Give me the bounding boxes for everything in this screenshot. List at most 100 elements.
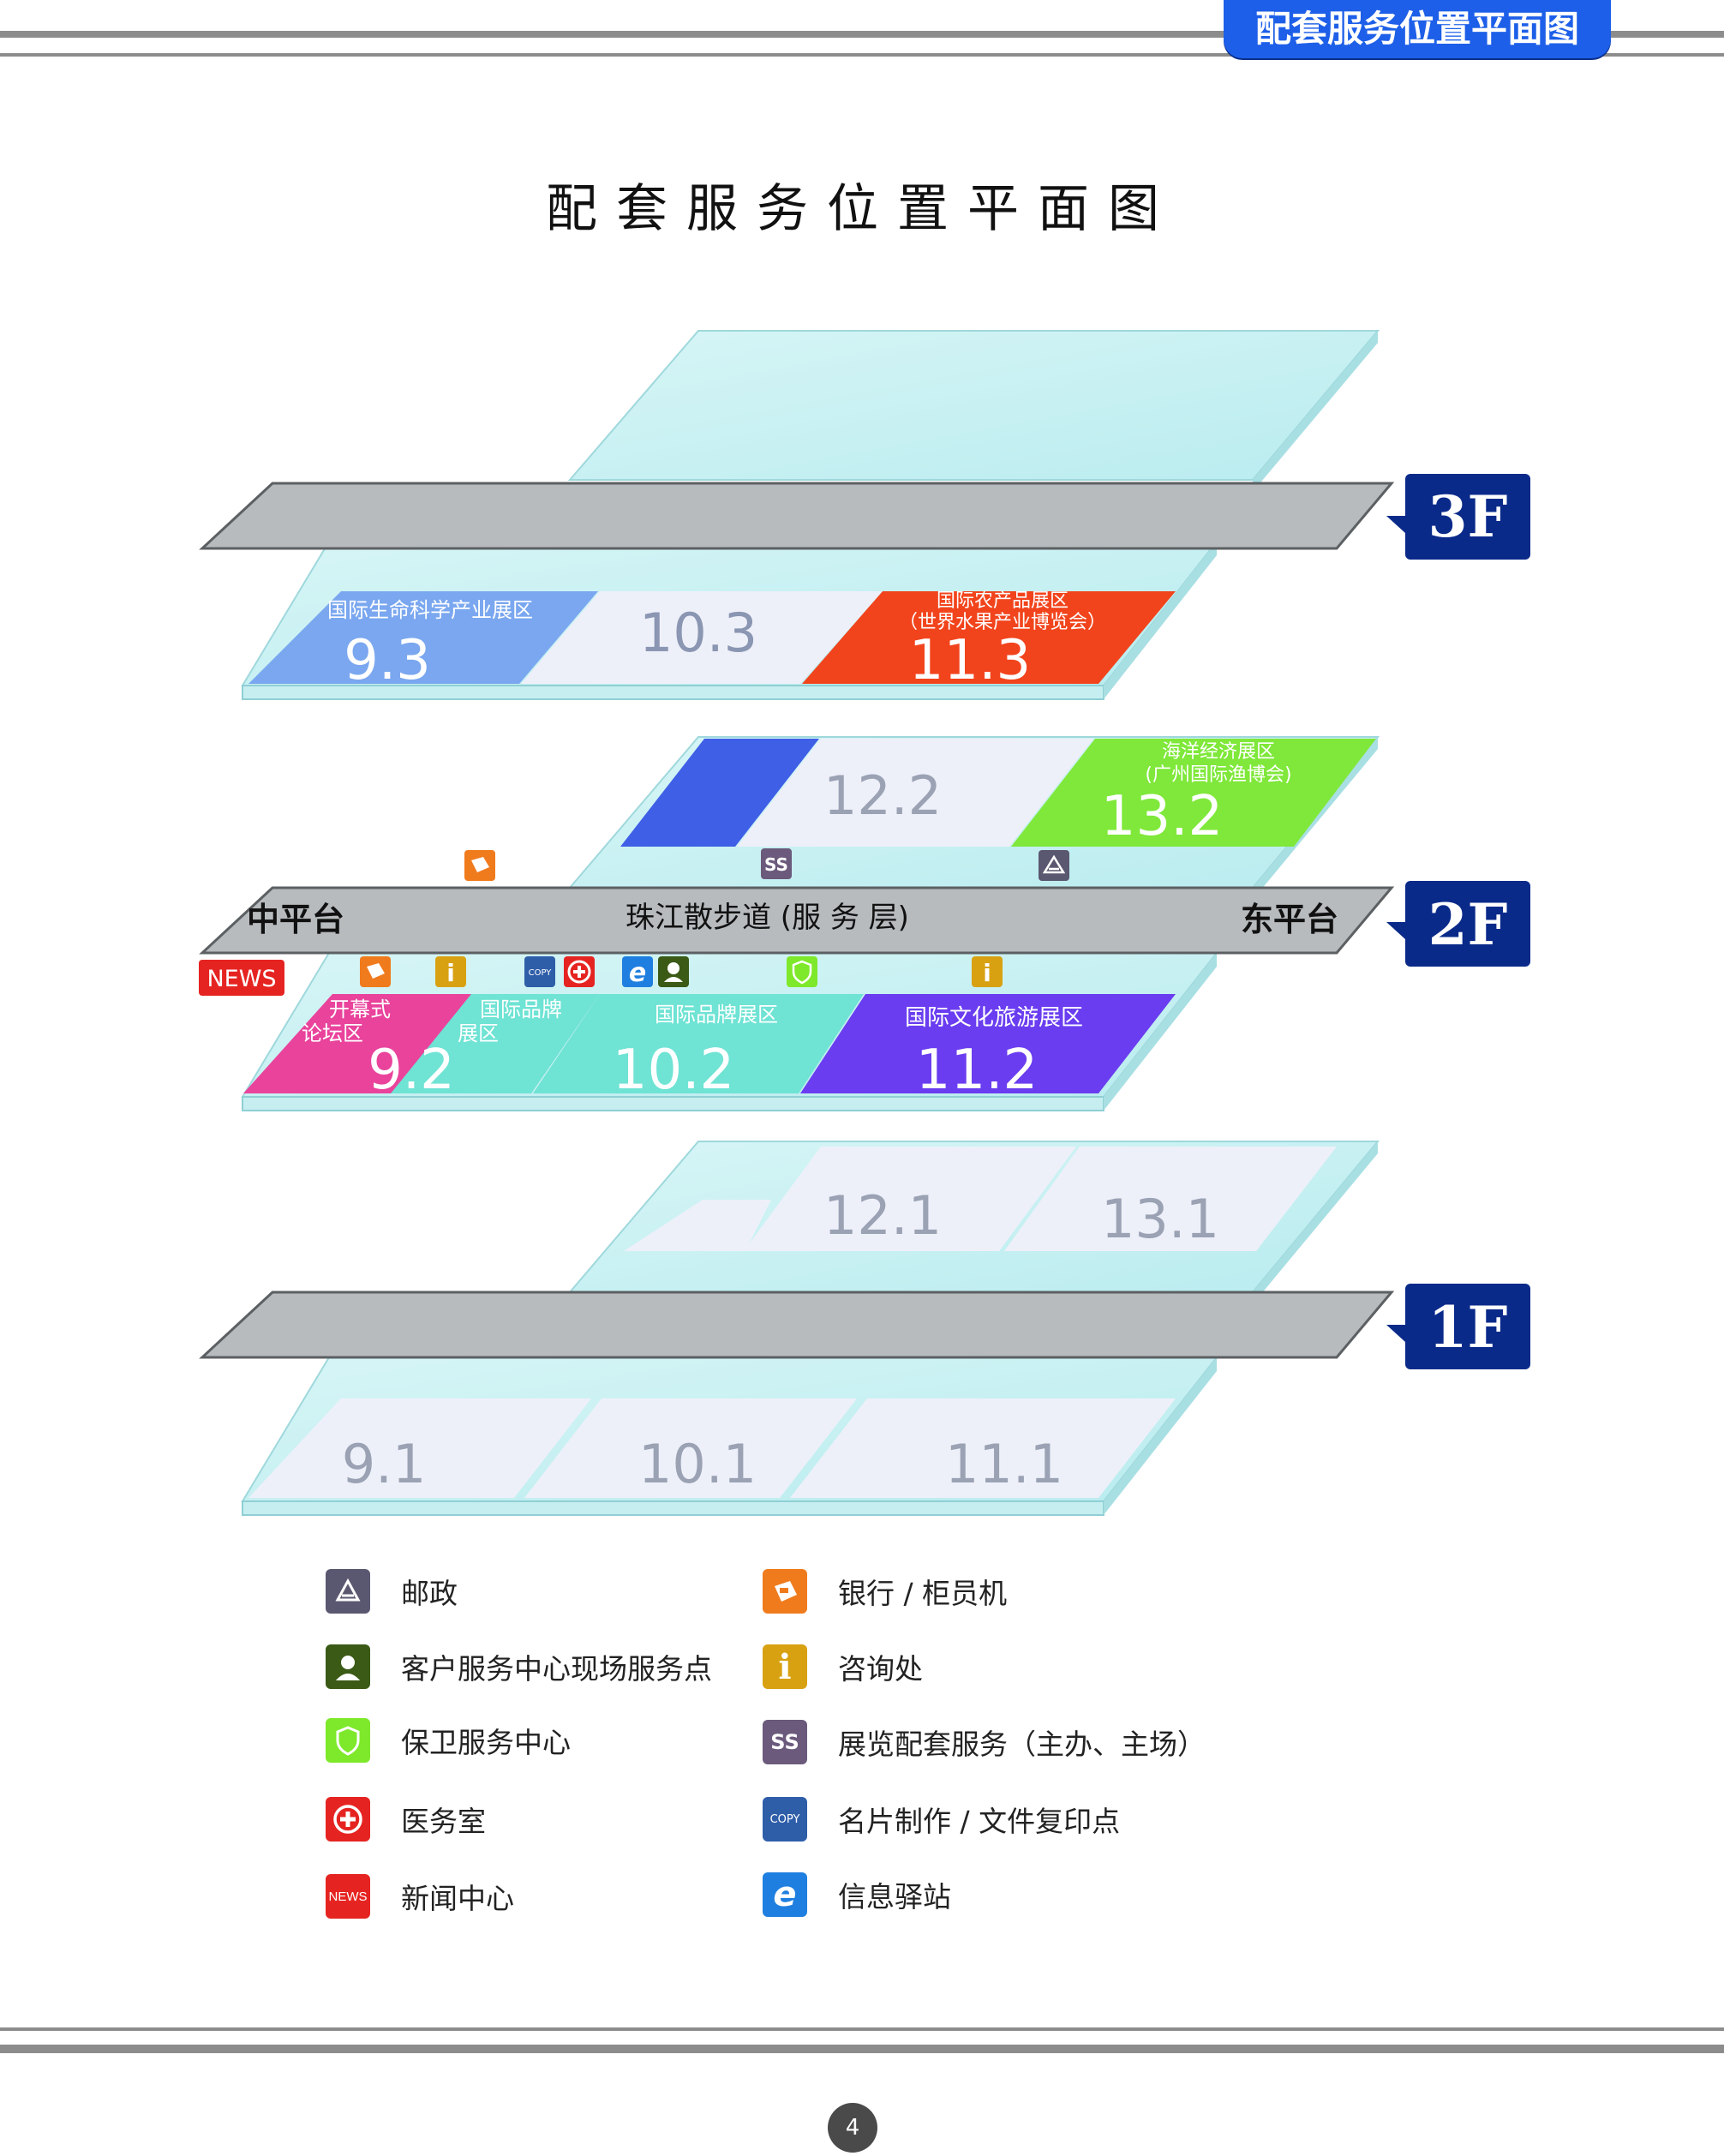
hall-11-3-label-2: （世界水果产业博览会） <box>899 612 1106 633</box>
hall-10-3-number: 10.3 <box>639 602 757 664</box>
floor-1f: 1F 12.1 13.1 9.1 10.1 11.1 <box>199 1141 1530 1516</box>
zone-brand-small <box>391 994 600 1093</box>
badge-2f-label: 2F <box>1428 891 1508 958</box>
brand-small-label-1: 国际品牌 <box>480 997 562 1021</box>
badge-3f-box <box>1405 474 1530 560</box>
3f-walkway <box>199 482 1395 550</box>
page-number: 4 <box>828 2103 877 2153</box>
marker-security-shield-icon <box>787 956 817 987</box>
hall-9-2-number: 9.2 <box>368 1039 455 1102</box>
marker-bank-atm-icon-2 <box>360 956 391 987</box>
badge-3f: 3F <box>1386 474 1530 560</box>
badge-1f: 1F <box>1386 1284 1530 1369</box>
legend-item-info: i 咨询处 <box>763 1644 923 1690</box>
legend-label-customer-service: 客户服务中心现场服务点 <box>401 1652 712 1686</box>
floor-plan-diagram: 3F 国际生命科学产业展区 9.3 10.3 国际农产品展区 （世界水果产业博览… <box>199 330 1530 1516</box>
hall-10-1-number: 10.1 <box>638 1433 757 1495</box>
marker-news-label: NEWS <box>207 966 276 992</box>
marker-info-glyph: i <box>446 959 455 987</box>
3f-back-slab <box>567 330 1380 481</box>
legend-item-info-station: e 信息驿站 <box>763 1872 951 1918</box>
news-icon: NEWS <box>326 1874 370 1919</box>
hall-13-2 <box>1011 739 1376 847</box>
legend-label-info: 咨询处 <box>838 1652 923 1686</box>
marker-info-bg <box>435 956 466 987</box>
marker-exhibition-service-icon: SS <box>761 848 792 879</box>
hall-9-1 <box>248 1398 591 1498</box>
hall-13-1-number: 13.1 <box>1101 1188 1219 1250</box>
marker-medical-cross <box>573 966 585 978</box>
legend-label-news: 新闻中心 <box>401 1882 514 1915</box>
bank-atm-icon <box>763 1569 807 1614</box>
hall-11-2 <box>800 994 1176 1093</box>
marker-cs-body <box>664 977 683 982</box>
legend-label-security: 保卫服务中心 <box>401 1726 571 1759</box>
copy-print-glyph: COPY <box>769 1812 800 1826</box>
hall-10-2-number: 10.2 <box>613 1039 735 1102</box>
info-station-icon: e <box>763 1872 807 1917</box>
hall-12-2 <box>737 739 1093 847</box>
post-icon <box>326 1569 370 1614</box>
marker-bank-atm-icon <box>464 850 495 881</box>
badge-2f: 2F <box>1386 881 1530 967</box>
hall-11-2-number: 11.2 <box>916 1039 1039 1102</box>
customer-service-icon <box>326 1644 370 1689</box>
hall-11-3-label-1: 国际农产品展区 <box>937 590 1069 612</box>
bottom-rule <box>0 2045 1724 2053</box>
floor-2f: 2F 中平台 珠江散步道 (服 务 层) 东平台 12.2 海洋经济展区 (广州… <box>199 736 1530 1111</box>
legend-label-exhibition-service: 展览配套服务（主办、主场） <box>838 1728 1206 1761</box>
brand-small-label-2: 展区 <box>458 1021 499 1045</box>
hall-12-1 <box>744 1147 1076 1251</box>
marker-cs-head <box>667 962 679 974</box>
hall-9-1-number: 9.1 <box>342 1433 427 1495</box>
top-rule-thin <box>0 53 1724 57</box>
hall-9-3-number: 9.3 <box>344 629 431 692</box>
marker-customer-service-icon <box>658 956 689 987</box>
badge-1f-label: 1F <box>1428 1294 1508 1361</box>
1f-front-slab-side <box>1104 1357 1217 1515</box>
3f-front-slab-side <box>1104 542 1217 699</box>
marker-info-icon-2: i <box>972 956 1003 987</box>
legend-item-news: NEWS 新闻中心 <box>326 1873 514 1919</box>
platform-right-label: 东平台 <box>1241 901 1338 938</box>
hall-13-1 <box>1004 1147 1337 1251</box>
forum-label-1: 开幕式 <box>329 997 391 1021</box>
hall-10-1 <box>524 1398 857 1498</box>
marker-post-icon <box>1039 850 1069 881</box>
marker-infostation-glyph: e <box>629 958 646 988</box>
hall-11-2-label: 国际文化旅游展区 <box>905 1005 1083 1031</box>
bottom-rule-thin <box>0 2027 1724 2031</box>
badge-2f-pointer <box>1386 922 1405 939</box>
hall-13-2-number: 13.2 <box>1101 785 1224 848</box>
hall-11-1 <box>790 1398 1176 1498</box>
security-shield-icon <box>326 1718 370 1763</box>
news-icon-glyph: NEWS <box>328 1889 368 1904</box>
legend-item-copy: COPY 名片制作 / 文件复印点 <box>763 1796 1120 1842</box>
legend-item-security: 保卫服务中心 <box>326 1717 571 1764</box>
1f-front-slab-edge <box>242 1500 1104 1516</box>
hall-12-2-number: 12.2 <box>823 764 942 827</box>
hall-12-1-number: 12.1 <box>823 1184 942 1247</box>
legend-item-exhibition-service: SS 展览配套服务（主办、主场） <box>763 1719 1206 1765</box>
info-icon: i <box>763 1644 807 1689</box>
platform-left-label: 中平台 <box>247 901 344 938</box>
hall-13-2-label-2: (广州国际渔博会) <box>1145 764 1291 786</box>
marker-copy-bg <box>524 956 555 987</box>
marker-ss-bg <box>761 848 792 879</box>
marker-infostation-bg <box>622 956 653 987</box>
legend-item-bank: 银行 / 柜员机 <box>763 1568 1007 1614</box>
badge-1f-box <box>1405 1284 1530 1369</box>
1f-walkway <box>199 1291 1395 1359</box>
hall-10-2-label: 国际品牌展区 <box>655 1003 778 1027</box>
marker-info2-bg <box>972 956 1003 987</box>
marker-medical-cross-icon <box>564 956 595 987</box>
marker-shield-glyph <box>792 960 812 985</box>
walkway-label: 珠江散步道 (服 务 层) <box>626 901 909 935</box>
marker-medical-ring <box>567 960 591 984</box>
marker-post-bg <box>1039 850 1069 881</box>
legend-item-medical: 医务室 <box>326 1796 486 1842</box>
hall-11-1-number: 11.1 <box>945 1433 1063 1495</box>
hall-9-3 <box>248 591 598 684</box>
hall-13-2-label-1: 海洋经济展区 <box>1162 741 1275 763</box>
